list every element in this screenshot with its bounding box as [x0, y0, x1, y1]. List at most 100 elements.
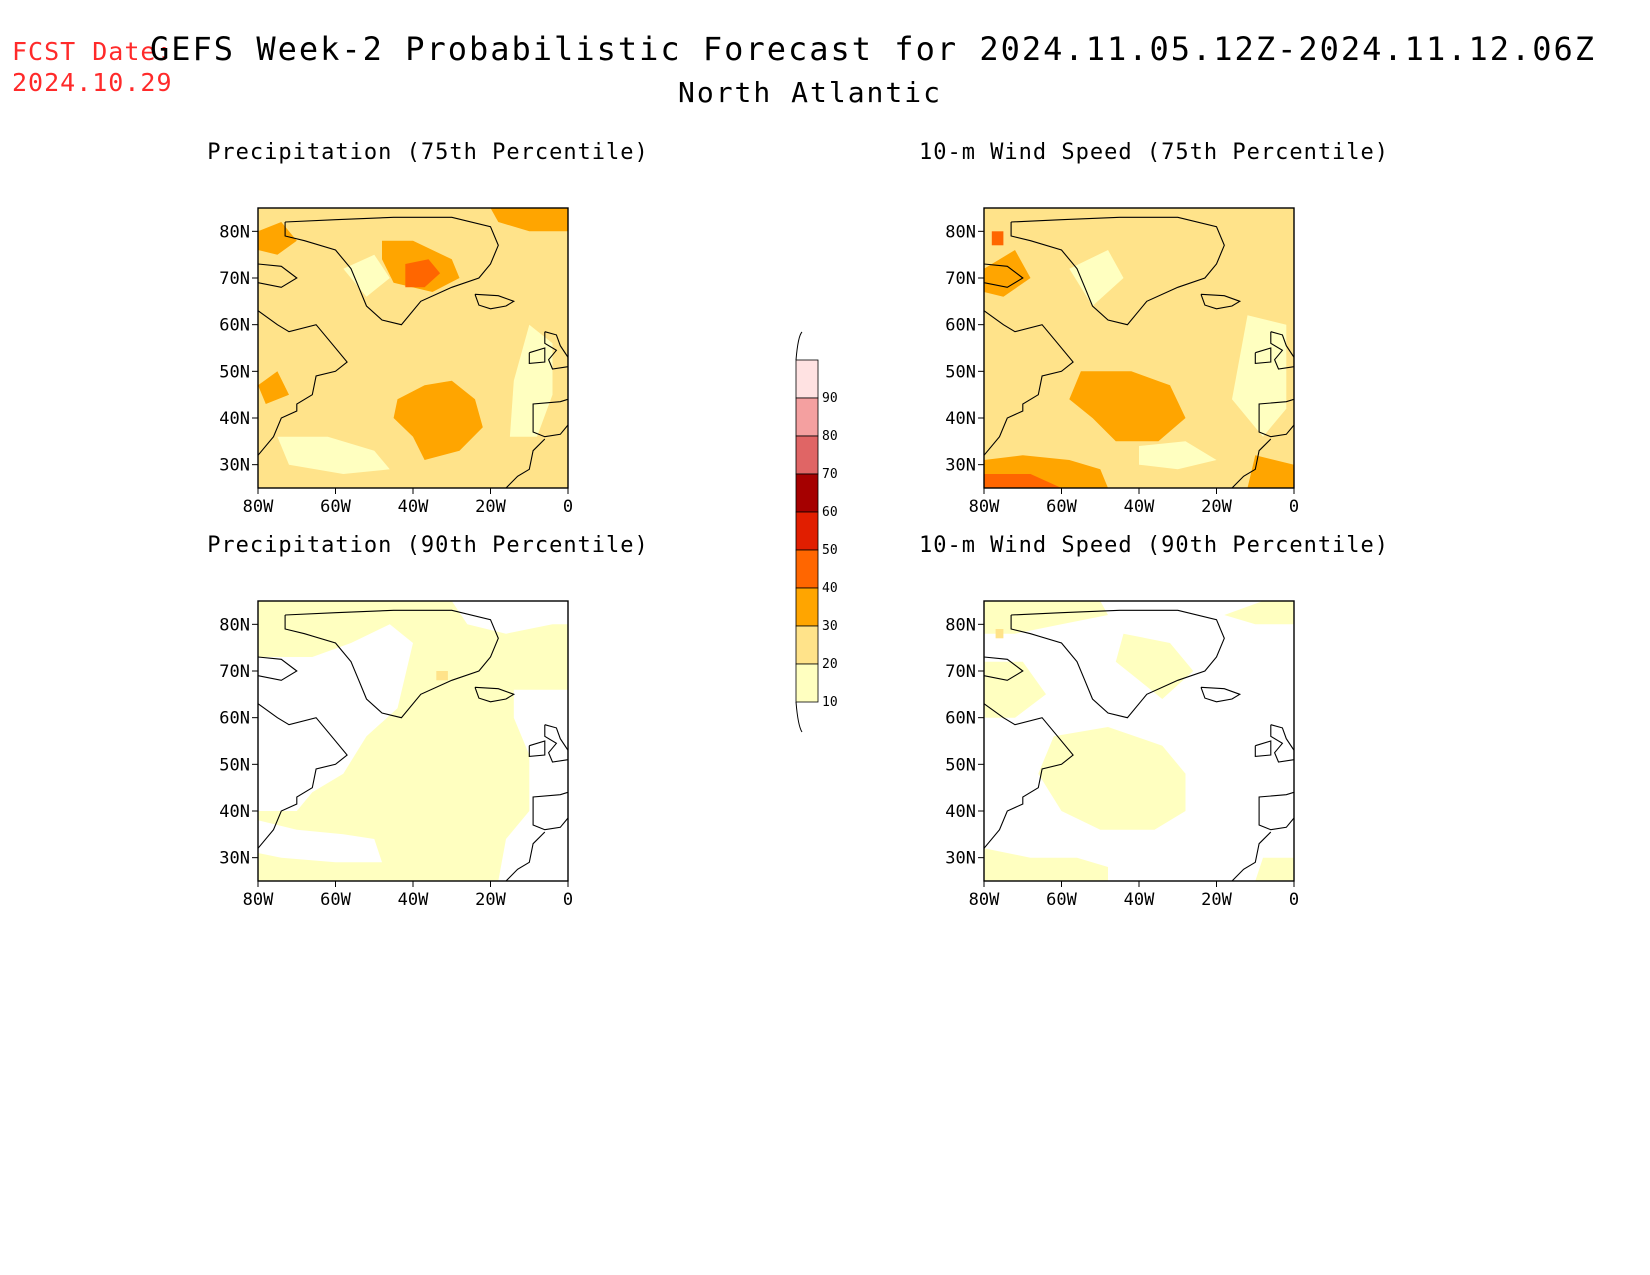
- coastline: [1010, 216, 1225, 326]
- map-area: [258, 208, 568, 488]
- lon-label: 20W: [475, 497, 506, 517]
- fcst-date-label: FCST Date:: [12, 37, 173, 66]
- map-precip-90: 80N 70N 60N 50N 40N 30N 80W 60W 40W 20W 0: [219, 600, 573, 910]
- colorbar-label: 90: [822, 391, 838, 406]
- colorbar-swatch-40: [795, 549, 819, 589]
- lon-label: 80W: [969, 497, 1000, 517]
- colorbar-swatch-80: [795, 397, 819, 437]
- map-wind-75: 80N 70N 60N 50N 40N 30N 80W 60W 40W 20W 0: [945, 207, 1299, 517]
- lat-label: 50N: [219, 362, 250, 382]
- coastline: [1258, 791, 1294, 831]
- lat-label: 60N: [945, 316, 976, 336]
- coastline: [528, 347, 546, 365]
- colorbar-label: 60: [822, 505, 838, 520]
- panel-wind-90: 10-m Wind Speed (90th Percentile) 80N 70N…: [914, 533, 1394, 913]
- probability-region-40: [984, 474, 1062, 488]
- lon-label: 20W: [1201, 497, 1232, 517]
- lat-label: 40N: [945, 802, 976, 822]
- panel-wind-75: 10-m Wind Speed (75th Percentile) 80N 70N…: [914, 140, 1394, 520]
- probability-region-20: [436, 671, 448, 681]
- map-area: [984, 208, 1294, 488]
- lon-label: 60W: [320, 497, 351, 517]
- lat-label: 60N: [219, 316, 250, 336]
- panel-title: Precipitation (90th Percentile): [207, 533, 649, 558]
- lat-label: 60N: [219, 709, 250, 729]
- probability-region-10: [1069, 250, 1124, 306]
- lon-label: 0: [1289, 497, 1299, 517]
- lon-label: 40W: [398, 890, 429, 910]
- probability-region-10: [1115, 633, 1194, 699]
- colorbar-label: 30: [822, 619, 838, 634]
- panel-title: 10-m Wind Speed (75th Percentile): [918, 140, 1390, 165]
- lat-label: 70N: [945, 662, 976, 682]
- probability-region-0: [258, 820, 382, 863]
- coastline: [1200, 293, 1242, 310]
- coastline: [532, 398, 568, 438]
- probability-region-10: [1038, 727, 1186, 830]
- probability-region-30: [1069, 371, 1186, 442]
- lon-label: 20W: [475, 890, 506, 910]
- coastline: [505, 438, 546, 488]
- fcst-date-value: 2024.10.29: [12, 68, 173, 97]
- lon-label: 80W: [969, 890, 1000, 910]
- lat-label: 40N: [945, 409, 976, 429]
- probability-region-30: [1247, 455, 1294, 488]
- colorbar: 90 80 70 60 50 40 30 20 10: [795, 331, 838, 733]
- coastline: [1231, 438, 1272, 488]
- probability-region-10: [1139, 441, 1217, 470]
- probability-region-20: [995, 629, 1004, 639]
- coastline: [284, 609, 499, 719]
- lon-label: 60W: [1046, 497, 1077, 517]
- colorbar-swatch-50: [795, 511, 819, 551]
- colorbar-swatch-20: [795, 625, 819, 665]
- coastline: [1254, 347, 1272, 365]
- colorbar-swatch-60: [795, 473, 819, 513]
- coastline: [544, 724, 568, 763]
- lat-label: 40N: [219, 802, 250, 822]
- coastline: [532, 791, 568, 831]
- map-wind-90: 80N 70N 60N 50N 40N 30N 80W 60W 40W 20W 0: [945, 600, 1299, 910]
- panel-precip-90: Precipitation (90th Percentile) 80N 70N 60…: [188, 533, 668, 913]
- probability-region-10: [1224, 601, 1294, 625]
- coastline: [1254, 740, 1272, 758]
- coastline: [544, 331, 568, 370]
- probability-region-10: [343, 254, 390, 297]
- probability-region-30: [258, 222, 297, 255]
- map-area: [984, 601, 1294, 881]
- coastline: [474, 293, 516, 310]
- lat-label: 50N: [945, 362, 976, 382]
- coastline: [1270, 724, 1294, 763]
- colorbar-bottom-cap: [795, 701, 803, 733]
- fcst-date-block: FCST Date: 2024.10.29: [12, 36, 173, 98]
- lat-label: 30N: [945, 849, 976, 869]
- lon-label: 80W: [243, 497, 274, 517]
- colorbar-label: 70: [822, 467, 838, 482]
- lat-label: 80N: [945, 222, 976, 242]
- probability-region-40: [991, 231, 1004, 246]
- coastline: [474, 686, 516, 703]
- colorbar-top-cap: [795, 331, 803, 361]
- lon-label: 0: [1289, 890, 1299, 910]
- lat-label: 70N: [945, 269, 976, 289]
- coastline: [258, 703, 348, 849]
- colorbar-swatch-70: [795, 435, 819, 475]
- lat-label: 80N: [945, 615, 976, 635]
- lon-label: 80W: [243, 890, 274, 910]
- colorbar-label: 20: [822, 657, 838, 672]
- panel-title: 10-m Wind Speed (90th Percentile): [918, 533, 1390, 558]
- panel-title: Precipitation (75th Percentile): [207, 140, 649, 165]
- panel-precip-75: Precipitation (75th Percentile) 80N 70N 60…: [188, 140, 668, 520]
- probability-region-40: [405, 259, 441, 288]
- lon-label: 0: [563, 890, 573, 910]
- main-title: GEFS Week-2 Probabilistic Forecast for 2…: [150, 30, 1597, 68]
- probability-region-10: [1232, 315, 1287, 437]
- coastline: [528, 740, 546, 758]
- lat-label: 30N: [219, 456, 250, 476]
- colorbar-label: 40: [822, 581, 838, 596]
- probability-region-10: [509, 324, 553, 437]
- probability-region-10: [984, 601, 1108, 634]
- lon-label: 0: [563, 497, 573, 517]
- lat-label: 50N: [945, 755, 976, 775]
- coastline: [258, 656, 298, 681]
- colorbar-label: 50: [822, 543, 838, 558]
